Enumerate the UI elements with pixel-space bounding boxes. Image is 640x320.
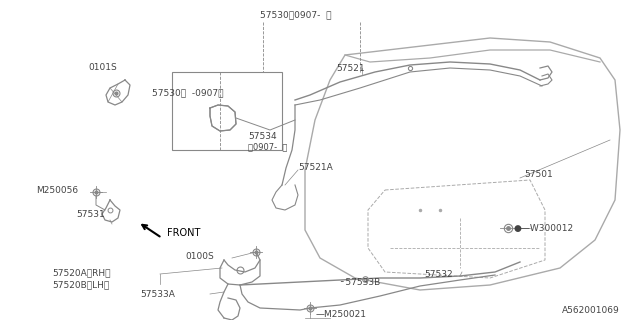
Text: 0100S: 0100S: [185, 252, 214, 261]
Text: M250056: M250056: [36, 186, 78, 195]
Text: 57520A〈RH〉: 57520A〈RH〉: [52, 268, 111, 277]
Text: 0101S: 0101S: [88, 63, 116, 72]
Polygon shape: [210, 105, 236, 131]
Text: A562001069: A562001069: [563, 306, 620, 315]
Text: —M250021: —M250021: [316, 310, 367, 319]
Text: ●—W300012: ●—W300012: [514, 224, 574, 233]
Text: 57521: 57521: [336, 64, 365, 73]
Text: 57530〈0907-  〉: 57530〈0907- 〉: [260, 10, 332, 19]
Text: ╴57533B: ╴57533B: [340, 278, 380, 287]
Text: 57532: 57532: [424, 270, 452, 279]
Text: 57521A: 57521A: [298, 163, 333, 172]
Text: 57533A: 57533A: [140, 290, 175, 299]
Text: 57531: 57531: [76, 210, 105, 219]
Text: 57530〈  -0907〉: 57530〈 -0907〉: [152, 88, 223, 97]
Text: 57501: 57501: [524, 170, 553, 179]
Bar: [172, 72, 282, 150]
Text: 57520B〈LH〉: 57520B〈LH〉: [52, 280, 109, 289]
Text: FRONT: FRONT: [167, 228, 200, 238]
Text: 57534: 57534: [248, 132, 276, 141]
Text: 〈0907-  〉: 〈0907- 〉: [248, 142, 287, 151]
